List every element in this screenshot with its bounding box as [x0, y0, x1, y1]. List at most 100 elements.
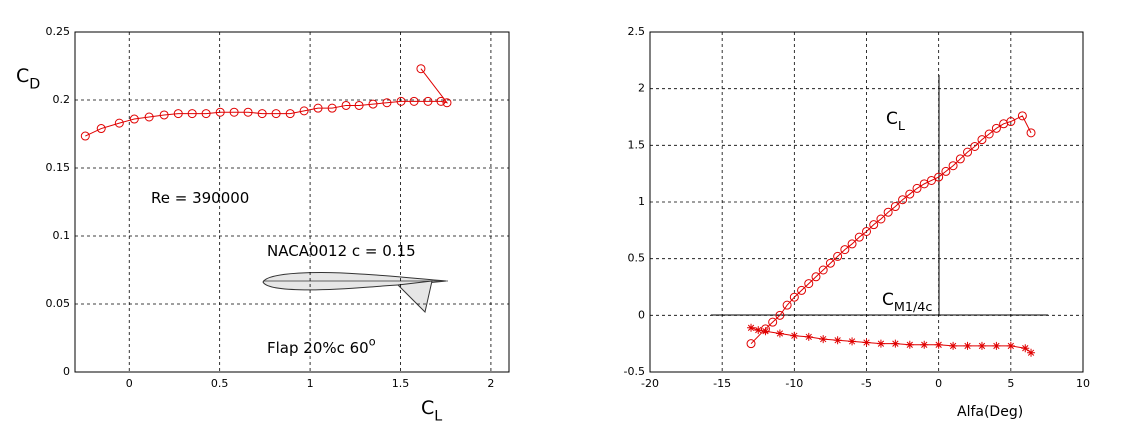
annotation: NACA0012 c = 0.15	[267, 242, 416, 260]
circle-marker	[173, 109, 183, 119]
circle-marker	[883, 207, 893, 217]
circle-marker	[833, 251, 843, 261]
star-marker	[775, 329, 784, 338]
circle-marker	[876, 214, 886, 224]
circle-marker	[977, 135, 987, 145]
x-tick-label: 0.5	[211, 377, 229, 390]
circle-marker	[436, 96, 446, 106]
circle-marker	[96, 124, 106, 134]
circle-marker	[1026, 128, 1036, 138]
y-tick-label: -0.5	[624, 365, 645, 378]
star-marker	[920, 340, 929, 349]
circle-marker	[80, 131, 90, 141]
y-tick-label: 0.15	[46, 161, 71, 174]
annotation: Re = 390000	[151, 189, 249, 207]
circle-marker	[285, 109, 295, 119]
circle-marker	[955, 154, 965, 164]
star-marker	[876, 339, 885, 348]
star-marker	[819, 335, 828, 344]
x-axis-label-main: C	[421, 397, 434, 419]
circle-marker	[271, 109, 281, 119]
circle-marker	[811, 272, 821, 282]
star-marker	[747, 323, 756, 332]
series-line	[85, 68, 449, 137]
x-axis-label-main: Alfa(Deg)	[957, 404, 1023, 420]
circle-marker	[746, 339, 756, 349]
circle-marker	[941, 166, 951, 176]
circle-marker	[912, 183, 922, 193]
circle-marker	[144, 112, 154, 122]
x-tick-label: 2	[487, 377, 494, 390]
circle-marker	[257, 109, 267, 119]
circle-marker	[963, 147, 973, 157]
circle-marker	[905, 189, 915, 199]
axes-frame	[649, 31, 1084, 373]
annotation-main: Re = 390000	[151, 189, 249, 207]
y-tick-label: 2	[638, 82, 645, 95]
circle-marker	[797, 285, 807, 295]
annotation-main: C	[886, 109, 898, 129]
circle-marker	[768, 317, 778, 327]
circle-marker	[327, 103, 337, 113]
star-marker	[862, 338, 871, 347]
circle-marker	[368, 99, 378, 109]
circle-marker	[818, 265, 828, 275]
y-tick-label: 0.05	[46, 297, 71, 310]
annotation: CL	[886, 109, 906, 134]
y-tick-label: 0	[638, 308, 645, 321]
circle-marker	[991, 123, 1001, 133]
star-marker	[1027, 348, 1036, 357]
star-marker	[934, 340, 943, 349]
x-axis-label: CL	[421, 397, 442, 425]
circle-marker	[423, 96, 433, 106]
circle-marker	[898, 195, 908, 205]
x-axis-label-sub: L	[434, 409, 442, 425]
circle-marker	[970, 141, 980, 151]
star-marker	[1021, 344, 1030, 353]
y-tick-label: 0.1	[53, 229, 71, 242]
y-tick-label: 2.5	[628, 25, 646, 38]
circle-marker	[187, 109, 197, 119]
circle-marker	[416, 64, 426, 74]
x-tick-label: -10	[785, 377, 803, 390]
star-marker	[848, 337, 857, 346]
star-marker	[754, 326, 763, 335]
circle-marker	[926, 175, 936, 185]
series-line	[750, 115, 1032, 345]
star-marker	[1006, 341, 1015, 350]
star-marker	[949, 341, 958, 350]
annotation-sub: M1/4c	[894, 300, 933, 315]
x-tick-label: 1	[307, 377, 314, 390]
annotation-sup: o	[369, 336, 376, 349]
axes-frame	[74, 31, 510, 373]
series-line	[750, 327, 1032, 354]
circle-marker	[396, 96, 406, 106]
annotation-sub: L	[898, 119, 906, 134]
circle-marker	[919, 179, 929, 189]
circle-marker	[934, 172, 944, 182]
circle-marker	[840, 245, 850, 255]
y-tick-label: 0.25	[46, 25, 71, 38]
star-marker	[977, 341, 986, 350]
star-marker	[761, 327, 770, 336]
y-axis-label-sub: D	[29, 77, 40, 93]
star-marker	[804, 332, 813, 341]
star-marker	[963, 341, 972, 350]
x-tick-label: 0	[935, 377, 942, 390]
circle-marker	[243, 107, 253, 117]
x-tick-label: -20	[641, 377, 659, 390]
circle-marker	[215, 107, 225, 117]
circle-marker	[984, 129, 994, 139]
circle-marker	[313, 103, 323, 113]
annotation: CM1/4c	[882, 290, 932, 315]
star-marker	[833, 336, 842, 345]
y-tick-label: 0.5	[628, 252, 646, 265]
circle-marker	[159, 110, 169, 120]
circle-marker	[890, 202, 900, 212]
circle-marker	[847, 239, 857, 249]
annotation-main: C	[882, 290, 894, 310]
x-tick-label: 0	[126, 377, 133, 390]
x-tick-label: 1.5	[392, 377, 410, 390]
circle-marker	[201, 109, 211, 119]
